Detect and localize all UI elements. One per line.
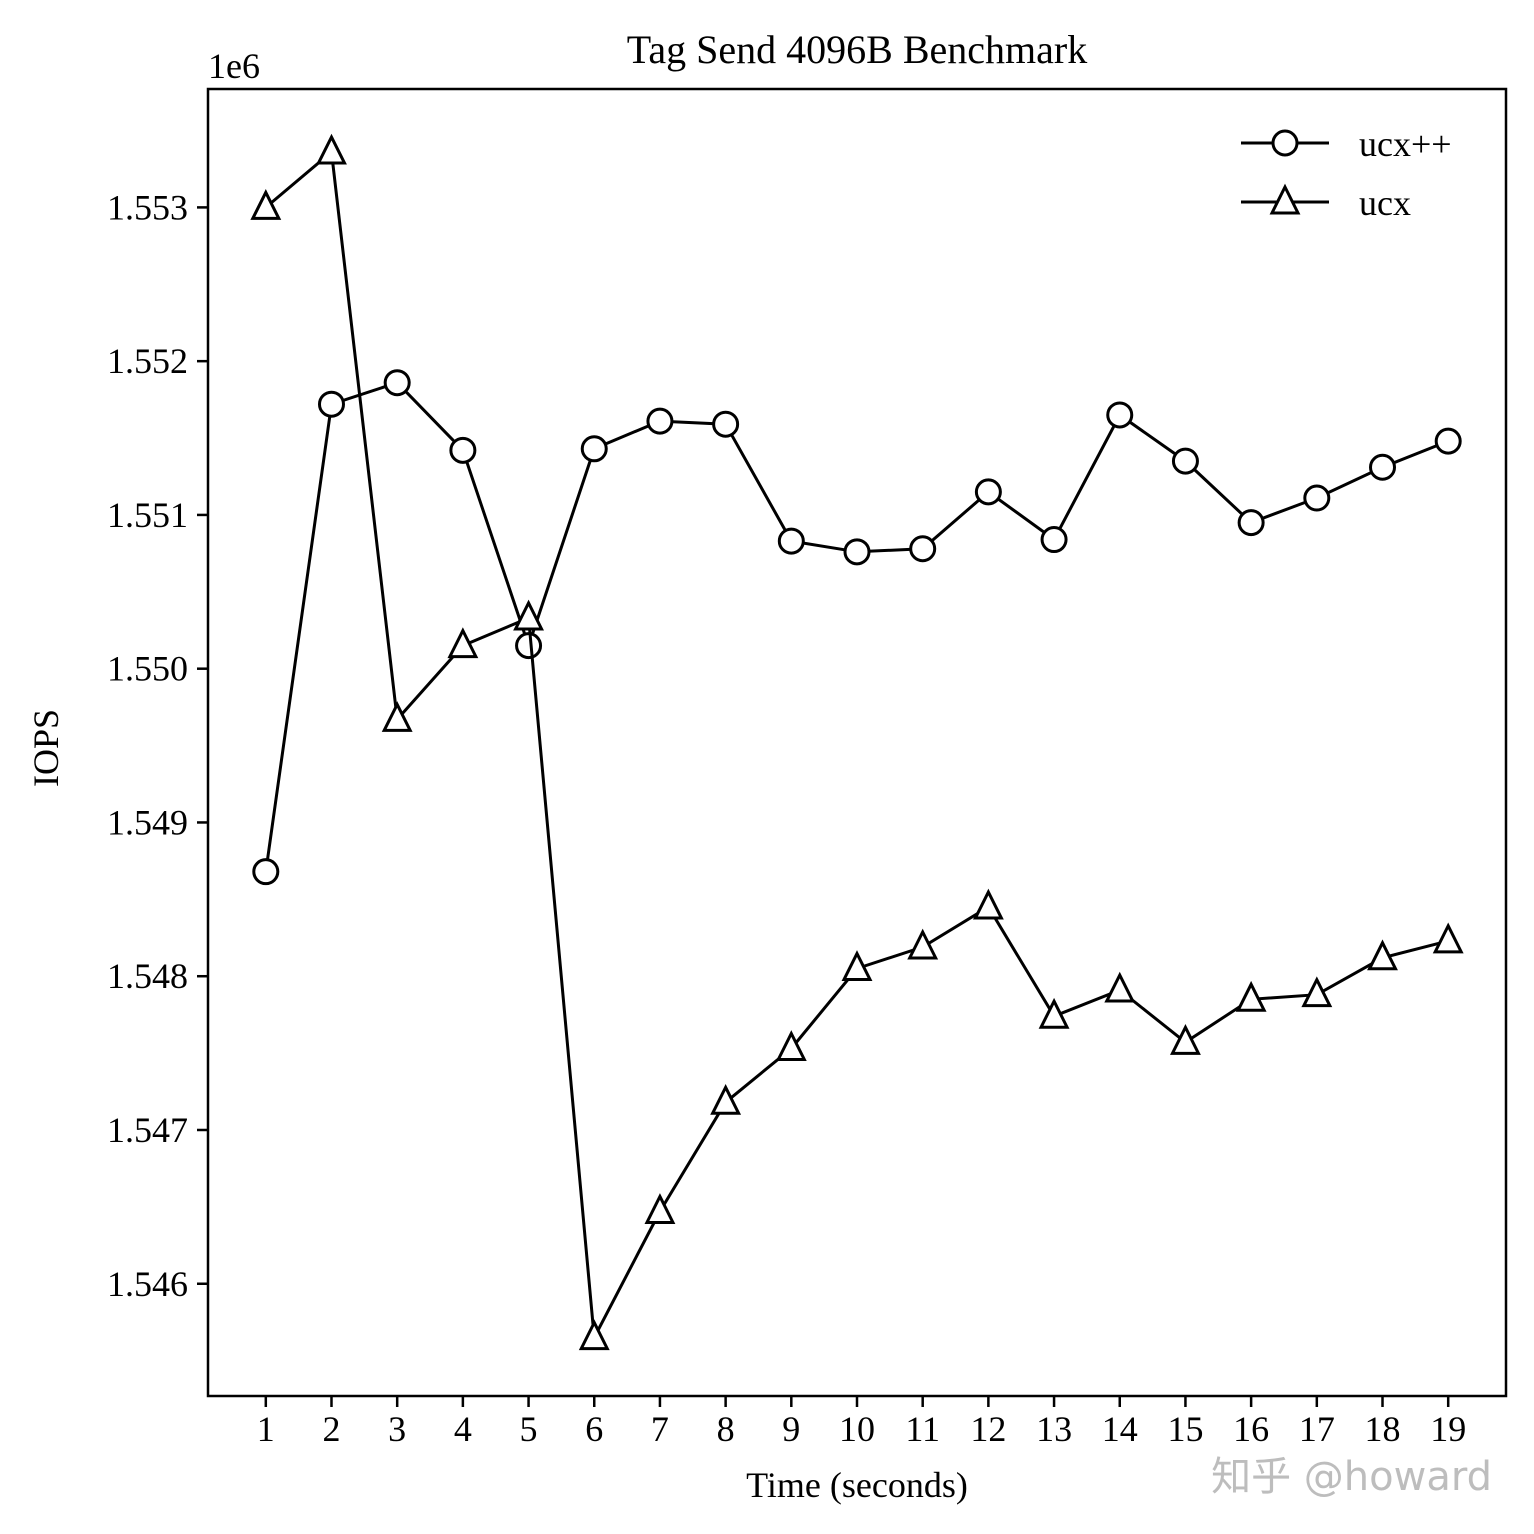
x-tick-label: 3 (388, 1409, 406, 1449)
x-tick-label: 1 (257, 1409, 275, 1449)
y-tick-label: 1.550 (107, 649, 188, 689)
chart-title: Tag Send 4096B Benchmark (627, 27, 1087, 72)
data-point-circle (843, 538, 871, 566)
series-line-ucx-plus-plus (264, 380, 1449, 872)
x-tick-label: 16 (1233, 1409, 1269, 1449)
data-point-circle (1369, 453, 1397, 481)
y-tick-label: 1.553 (107, 187, 188, 227)
data-point-triangle (841, 950, 873, 982)
legend-triangle-marker (1269, 183, 1301, 215)
x-tick-label: 10 (839, 1409, 875, 1449)
y-tick-label: 1.549 (107, 802, 188, 842)
legend-label-ucx: ucx (1359, 183, 1411, 223)
data-point-circle (1040, 526, 1068, 554)
legend-label-ucx-plus-plus: ucx++ (1359, 124, 1452, 164)
x-tick-label: 18 (1365, 1409, 1401, 1449)
data-point-triangle (1367, 939, 1398, 971)
x-axis-ticks: 1 2 3 4 5 6 7 8 9 10 11 12 13 14 15 16 17 18 19 (257, 1396, 1466, 1449)
x-tick-label: 12 (970, 1409, 1006, 1449)
series-line-ucx (264, 149, 1449, 1343)
data-point-circle (515, 632, 543, 660)
data-point-triangle (1432, 922, 1464, 954)
data-point-triangle (1038, 997, 1070, 1029)
legend-circle-marker (1271, 129, 1299, 157)
x-axis-label: Time (seconds) (746, 1465, 968, 1505)
data-point-circle (1434, 427, 1462, 455)
data-point-triangle (775, 1030, 807, 1061)
data-point-circle (317, 390, 345, 418)
plot-frame (206, 87, 1508, 1398)
x-tick-label: 6 (585, 1409, 603, 1449)
data-point-triangle (1301, 976, 1333, 1008)
y-axis-label: IOPS (26, 709, 66, 787)
x-tick-label: 5 (520, 1409, 538, 1449)
x-tick-label: 2 (322, 1409, 340, 1449)
data-point-triangle (447, 627, 479, 659)
y-tick-label: 1.548 (107, 956, 188, 996)
x-tick-label: 8 (717, 1409, 735, 1449)
data-point-triangle (513, 599, 544, 631)
y-tick-label: 1.552 (107, 341, 188, 381)
data-point-triangle (1235, 980, 1267, 1012)
data-point-circle (974, 478, 1002, 506)
data-point-circle (646, 407, 674, 435)
y-tick-label: 1.546 (107, 1264, 188, 1304)
data-point-triangle (644, 1193, 676, 1224)
data-point-circle (712, 410, 740, 438)
x-tick-label: 19 (1430, 1409, 1466, 1449)
data-point-circle (1171, 447, 1199, 475)
data-point-triangle (972, 888, 1004, 920)
data-point-circle (580, 435, 608, 463)
data-point-triangle (381, 701, 413, 732)
series-layer (250, 133, 1464, 1351)
data-point-triangle (316, 133, 347, 165)
data-point-triangle (710, 1083, 742, 1115)
data-point-circle (909, 535, 937, 563)
x-tick-label: 9 (782, 1409, 800, 1449)
data-point-circle (449, 436, 477, 464)
x-tick-label: 17 (1299, 1409, 1335, 1449)
x-tick-label: 7 (651, 1409, 669, 1449)
data-point-circle (383, 369, 411, 397)
y-axis-ticks: 1.546 1.547 1.548 1.549 1.550 1.551 1.552 1.553 (107, 187, 208, 1304)
data-point-circle (1106, 401, 1134, 429)
data-point-triangle (1170, 1023, 1201, 1055)
data-point-circle (252, 858, 280, 886)
x-tick-label: 13 (1036, 1409, 1072, 1449)
x-tick-label: 15 (1167, 1409, 1203, 1449)
legend: ucx++ ucx (1241, 124, 1452, 223)
data-point-triangle (1104, 971, 1136, 1003)
data-point-circle (1303, 484, 1331, 512)
data-point-triangle (578, 1319, 610, 1351)
x-tick-label: 14 (1102, 1409, 1138, 1449)
data-point-triangle (907, 928, 939, 960)
x-tick-label: 4 (454, 1409, 472, 1449)
watermark: 知乎 @howard (1211, 1454, 1492, 1500)
data-point-triangle (250, 189, 282, 220)
y-tick-label: 1.551 (107, 495, 188, 535)
data-point-circle (777, 527, 805, 555)
x-tick-label: 11 (905, 1409, 940, 1449)
y-tick-label: 1.547 (107, 1110, 188, 1150)
y-offset-label: 1e6 (208, 46, 260, 86)
data-point-circle (1237, 509, 1265, 537)
